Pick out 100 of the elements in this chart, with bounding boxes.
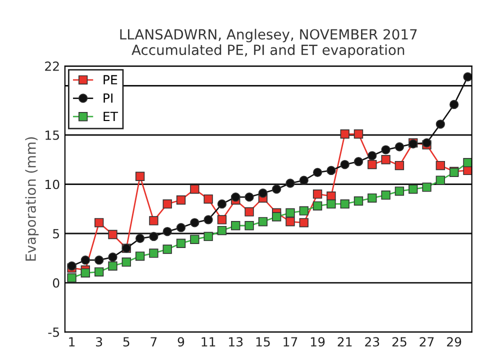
point bbox=[312, 201, 322, 211]
point bbox=[258, 188, 268, 198]
point bbox=[176, 223, 186, 232]
point bbox=[394, 142, 404, 152]
point bbox=[299, 206, 308, 216]
point bbox=[244, 207, 254, 216]
y-tick-label: 10 bbox=[46, 180, 60, 190]
x-tick-label: 27 bbox=[420, 337, 434, 346]
point bbox=[162, 199, 172, 209]
point bbox=[231, 221, 240, 230]
point bbox=[94, 256, 104, 265]
point bbox=[340, 129, 350, 139]
point bbox=[422, 182, 432, 192]
point bbox=[80, 268, 90, 278]
point bbox=[231, 192, 240, 202]
point bbox=[436, 176, 446, 185]
point bbox=[94, 218, 104, 228]
point bbox=[149, 232, 158, 242]
chart-title: LLANSADWRN, Anglesey, NOVEMBER 2017 Accumulated PE, PI and ET evaporation bbox=[120, 28, 417, 58]
point bbox=[381, 155, 390, 164]
point bbox=[135, 172, 145, 181]
point bbox=[312, 168, 322, 178]
x-tick-label: 15 bbox=[256, 337, 270, 347]
point bbox=[326, 199, 336, 209]
x-tick-label: 7 bbox=[150, 337, 157, 346]
point bbox=[204, 215, 213, 224]
point bbox=[162, 226, 172, 236]
point bbox=[354, 196, 364, 206]
point bbox=[94, 267, 104, 277]
point bbox=[108, 261, 118, 271]
point bbox=[299, 218, 308, 228]
point bbox=[108, 252, 118, 262]
point bbox=[204, 232, 213, 242]
point bbox=[368, 151, 377, 160]
point bbox=[190, 234, 200, 244]
y-tick-label: 22 bbox=[45, 62, 59, 71]
point bbox=[449, 100, 459, 110]
point bbox=[190, 184, 200, 194]
point bbox=[408, 184, 418, 194]
point bbox=[354, 157, 364, 166]
point bbox=[326, 191, 336, 201]
x-tick-label: 29 bbox=[447, 337, 462, 347]
point bbox=[381, 145, 390, 154]
point bbox=[217, 199, 227, 209]
x-tick-label: 3 bbox=[96, 337, 102, 347]
point bbox=[463, 72, 472, 82]
point bbox=[176, 195, 186, 205]
point bbox=[244, 192, 254, 202]
legend-label: ET bbox=[104, 112, 118, 121]
point bbox=[135, 234, 145, 244]
point bbox=[122, 257, 131, 267]
point bbox=[80, 256, 90, 265]
point bbox=[149, 248, 158, 258]
point bbox=[368, 193, 377, 203]
point bbox=[162, 244, 172, 254]
point bbox=[394, 186, 404, 196]
point bbox=[340, 199, 350, 209]
point bbox=[381, 190, 390, 200]
point bbox=[217, 215, 227, 224]
point bbox=[135, 252, 145, 261]
y-axis-title: Evaporation (mm) bbox=[25, 137, 39, 261]
legend-label: PE bbox=[104, 75, 118, 84]
point bbox=[217, 226, 227, 236]
x-tick-label: 1 bbox=[69, 337, 75, 346]
x-tick-label: 5 bbox=[123, 337, 130, 347]
point bbox=[394, 160, 404, 170]
point bbox=[286, 217, 295, 226]
point bbox=[286, 208, 295, 218]
point bbox=[272, 184, 282, 194]
point bbox=[299, 176, 308, 185]
point bbox=[354, 129, 364, 139]
point bbox=[258, 217, 268, 226]
y-tick-label: 5 bbox=[53, 229, 59, 238]
point bbox=[108, 230, 118, 240]
x-tick-label: 21 bbox=[338, 337, 352, 346]
point bbox=[436, 120, 446, 129]
x-tick-label: 17 bbox=[284, 337, 298, 346]
point bbox=[244, 221, 254, 230]
x-tick-label: 13 bbox=[229, 337, 243, 347]
x-tick-label: 11 bbox=[202, 337, 216, 346]
point bbox=[204, 194, 213, 204]
point bbox=[67, 273, 76, 282]
point bbox=[368, 160, 377, 170]
y-tick-label: 15 bbox=[46, 130, 59, 140]
y-tick-label: -5 bbox=[48, 328, 59, 337]
x-tick-label: 9 bbox=[178, 337, 184, 347]
legend-label: PI bbox=[104, 94, 112, 103]
point bbox=[312, 190, 322, 199]
x-tick-label: 25 bbox=[392, 337, 406, 347]
x-tick-label: 19 bbox=[310, 337, 325, 347]
point bbox=[176, 238, 186, 248]
x-tick-label: 23 bbox=[365, 337, 380, 347]
point bbox=[436, 160, 446, 170]
point bbox=[326, 166, 336, 176]
point bbox=[149, 216, 158, 226]
point bbox=[340, 160, 350, 170]
point bbox=[272, 212, 282, 222]
y-tick-label: 0 bbox=[52, 278, 60, 288]
point bbox=[190, 218, 200, 228]
point bbox=[463, 158, 472, 168]
